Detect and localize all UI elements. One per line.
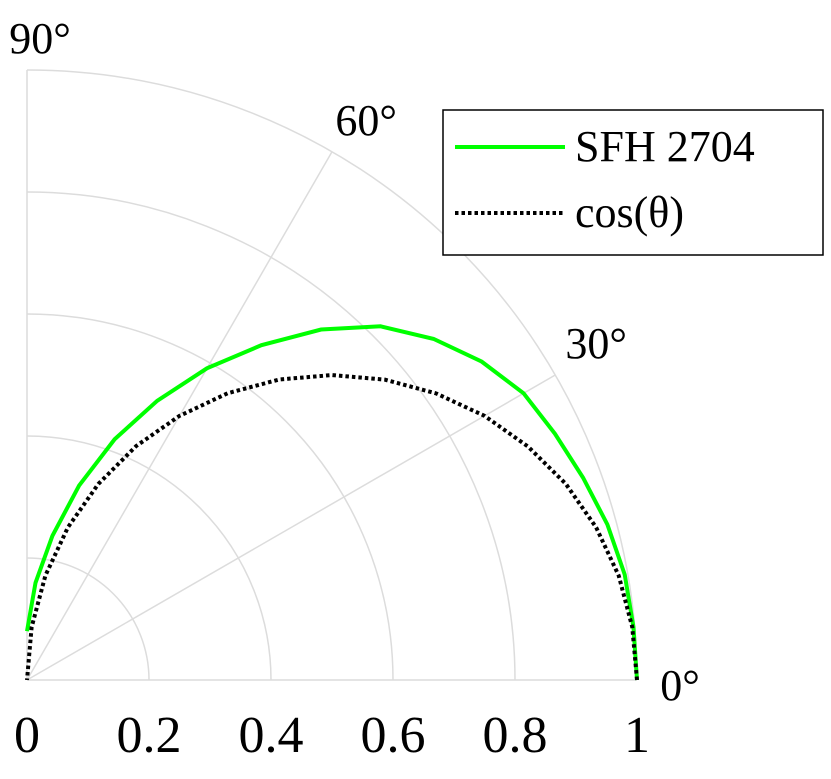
r-tick-label: 0 — [14, 707, 40, 764]
legend-box — [442, 109, 824, 256]
theta-tick-label: 30° — [565, 319, 627, 368]
legend-label: SFH 2704 — [575, 122, 755, 171]
r-tick-label: 1 — [624, 707, 650, 764]
grid-ring — [26, 557, 150, 681]
legend-label: cos(θ) — [575, 188, 684, 237]
r-tick-label: 0.2 — [117, 707, 182, 764]
legend: SFH 2704 cos(θ) — [442, 109, 824, 256]
r-tick-label: 0.4 — [239, 707, 304, 764]
grid-ring — [26, 435, 272, 681]
theta-tick-label: 60° — [335, 96, 397, 145]
theta-tick-label: 0° — [660, 661, 700, 710]
plot-area — [25, 324, 639, 681]
r-tick-label: 0.8 — [483, 707, 548, 764]
r-tick-label: 0.6 — [361, 707, 426, 764]
grid-spoke — [26, 374, 556, 681]
grid-ring — [26, 313, 394, 681]
series-line — [25, 324, 639, 681]
theta-tick-label: 90° — [9, 14, 71, 63]
series-line — [25, 373, 639, 681]
grid-ring — [26, 191, 516, 681]
